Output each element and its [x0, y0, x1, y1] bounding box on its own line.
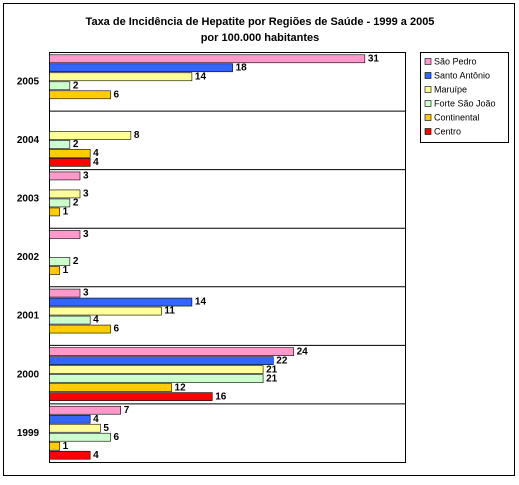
data-label: 2: [73, 80, 79, 91]
data-label: 2: [73, 256, 79, 267]
bar: [49, 392, 213, 401]
bar: [49, 365, 264, 374]
chart-subtitle: por 100.000 habitantes: [201, 32, 320, 44]
legend-label: Forte São João: [434, 98, 496, 108]
y-tick-label: 2002: [17, 252, 40, 263]
data-label: 6: [114, 89, 120, 100]
legend-swatch: [424, 114, 432, 121]
data-label: 3: [83, 288, 89, 299]
bar: [49, 374, 264, 383]
data-label: 21: [266, 364, 278, 375]
bar: [49, 149, 91, 158]
bar: [49, 257, 71, 266]
data-label: 22: [276, 355, 288, 366]
bar: [49, 414, 91, 424]
bar: [49, 81, 71, 91]
legend-swatch: [424, 100, 432, 107]
bar: [49, 324, 111, 334]
data-label: 3: [83, 171, 89, 182]
data-label: 2: [73, 198, 79, 209]
bar: [49, 131, 132, 140]
data-label: 6: [114, 324, 120, 335]
legend-label: Maruípe: [434, 84, 467, 94]
legend-label: Continental: [434, 112, 480, 122]
data-label: 12: [175, 382, 187, 393]
legend-label: Santo Antônio: [434, 70, 490, 80]
data-label: 5: [103, 423, 109, 434]
data-label: 4: [93, 450, 99, 461]
data-label: 4: [93, 148, 99, 159]
y-tick-label: 2005: [17, 76, 40, 87]
bar: [49, 189, 81, 199]
bar: [49, 158, 91, 167]
data-label: 6: [114, 432, 120, 443]
bar: [49, 72, 193, 82]
data-label: 4: [93, 315, 99, 326]
plot-area: [49, 52, 406, 463]
data-label: 1: [63, 441, 69, 452]
legend-label: Centro: [434, 126, 461, 136]
bar: [49, 347, 294, 356]
data-label: 7: [124, 405, 130, 416]
data-label: 18: [236, 62, 248, 73]
bar: [49, 441, 60, 451]
y-tick-label: 2003: [17, 194, 40, 205]
bar: [49, 207, 60, 217]
data-label: 1: [63, 207, 69, 218]
y-tick-label: 1999: [17, 428, 40, 439]
bar: [49, 90, 111, 100]
data-label: 3: [83, 229, 89, 240]
data-label: 14: [195, 71, 207, 82]
data-label: 16: [215, 391, 227, 402]
data-label: 14: [195, 297, 207, 308]
bar: [49, 171, 81, 181]
bar: [49, 297, 193, 307]
y-tick-label: 2000: [17, 369, 40, 380]
data-label: 8: [134, 130, 140, 141]
bar: [49, 450, 91, 460]
bar: [49, 198, 71, 208]
data-label: 2: [73, 139, 79, 150]
legend-swatch: [424, 72, 432, 79]
bar: [49, 315, 91, 325]
data-label: 4: [93, 157, 99, 168]
y-tick-label: 2001: [17, 311, 40, 322]
bar: [49, 432, 111, 442]
chart-title: Taxa de Incidência de Hepatite por Regiõ…: [86, 16, 435, 28]
legend-swatch: [424, 58, 432, 65]
bar: [49, 230, 81, 239]
data-label: 1: [63, 265, 69, 276]
data-label: 3: [83, 189, 89, 200]
bar: [49, 405, 121, 415]
bar: [49, 266, 60, 275]
data-label: 21: [266, 373, 278, 384]
legend-swatch: [424, 86, 432, 93]
y-tick-label: 2004: [17, 135, 40, 146]
bar: [49, 288, 81, 298]
legend-box: [420, 52, 509, 143]
data-label: 24: [297, 346, 309, 357]
bar: [49, 306, 162, 316]
bar: [49, 63, 233, 73]
bar: [49, 383, 172, 392]
bar: [49, 356, 274, 365]
data-label: 31: [368, 53, 380, 64]
legend-label: São Pedro: [434, 56, 477, 66]
legend-swatch: [424, 128, 432, 135]
data-label: 4: [93, 414, 99, 425]
data-label: 11: [164, 306, 175, 317]
bar: [49, 423, 101, 433]
bar: [49, 140, 71, 149]
bar: [49, 54, 366, 64]
